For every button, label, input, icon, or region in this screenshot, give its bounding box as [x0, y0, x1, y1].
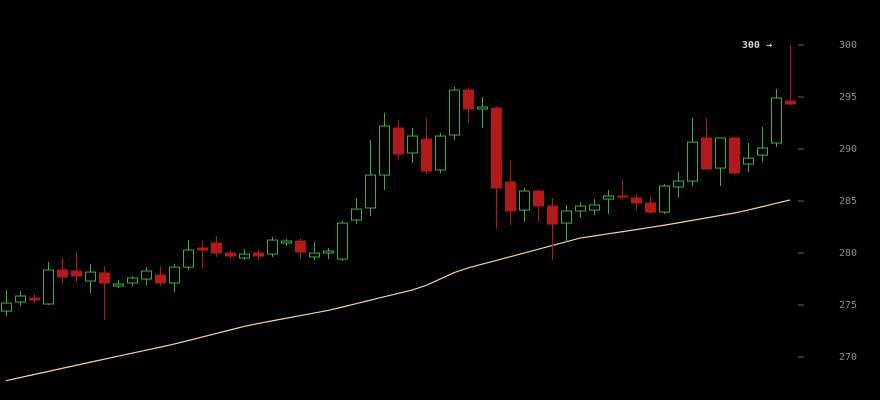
moving-average: [5, 199, 791, 382]
y-tick-label: 290: [839, 144, 857, 155]
candle-body: [785, 100, 796, 105]
candle-body: [435, 135, 446, 171]
candle-body: [127, 277, 138, 284]
candle-body: [379, 125, 390, 176]
candle-body: [757, 147, 768, 156]
y-tick-label: 285: [839, 196, 857, 207]
candle-body: [603, 195, 614, 200]
candle-body: [491, 107, 502, 189]
candle-body: [267, 239, 278, 255]
candle-body: [239, 253, 250, 259]
candle-body: [575, 205, 586, 212]
y-tick-label: 280: [839, 248, 857, 259]
candle-body: [351, 208, 362, 221]
candle-body: [505, 181, 516, 212]
candle-body: [71, 270, 82, 277]
candle-body: [183, 249, 194, 268]
candle-body: [1, 302, 12, 312]
candle-body: [29, 297, 40, 301]
candle-body: [141, 270, 152, 280]
candle-body: [463, 89, 474, 110]
candle-body: [99, 272, 110, 284]
candle-body: [715, 137, 726, 169]
candle-body: [743, 157, 754, 165]
candle-body: [295, 240, 306, 253]
candle-body: [169, 266, 180, 284]
y-tick-label: 275: [839, 300, 857, 311]
candle-body: [421, 138, 432, 172]
y-tick-label: 295: [839, 92, 857, 103]
candle-body: [519, 190, 530, 211]
candle-body: [701, 137, 712, 170]
candle-body: [281, 240, 292, 244]
candle-body: [449, 89, 460, 136]
candle-body: [309, 252, 320, 258]
candle-body: [337, 222, 348, 260]
candle-body: [645, 202, 656, 213]
candle-body: [57, 269, 68, 278]
candle-body: [253, 252, 264, 257]
candle-body: [365, 174, 376, 209]
candle-body: [659, 185, 670, 213]
candle-body: [211, 242, 222, 254]
candle-body: [197, 247, 208, 251]
candle-body: [673, 180, 684, 188]
candle-body: [547, 205, 558, 225]
candle-body: [561, 210, 572, 224]
price-annotation: 300 →: [742, 40, 772, 51]
candle-body: [533, 190, 544, 207]
candle-body: [729, 137, 740, 174]
y-tick-label: 270: [839, 352, 857, 363]
candle-body: [155, 274, 166, 284]
y-tick-label: 300: [839, 40, 857, 51]
candle-body: [477, 106, 488, 110]
candle-body: [631, 197, 642, 204]
candle-body: [225, 252, 236, 257]
candle-body: [85, 271, 96, 282]
candle-body: [393, 127, 404, 155]
candle-body: [407, 135, 418, 154]
candle-body: [771, 97, 782, 144]
candle-body: [323, 250, 334, 254]
candle-body: [15, 295, 26, 303]
candle-body: [617, 195, 628, 198]
candle-body: [113, 283, 124, 287]
candle-body: [589, 204, 600, 211]
candle-body: [43, 269, 54, 305]
candle-body: [687, 141, 698, 182]
